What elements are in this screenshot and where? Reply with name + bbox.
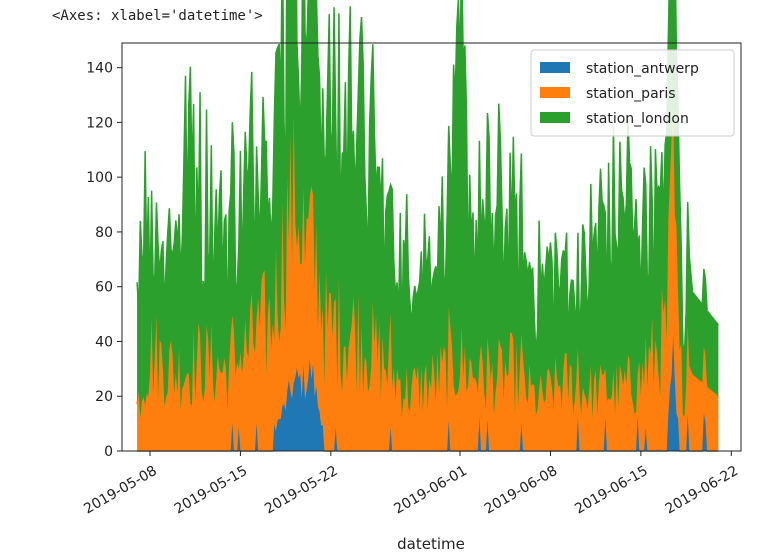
legend-label-station_paris: station_paris [586,86,676,102]
legend-box [530,49,735,137]
legend-swatch-station_paris [540,87,570,98]
y-tick-label: 0 [104,444,113,460]
x-tick-label: 2019-05-22 [262,463,340,518]
x-axis: 2019-05-08 2019-05-15 2019-05-22 2019-06-01… [81,451,741,517]
x-tick-label: 2019-06-15 [572,463,650,518]
legend-label-station_antwerp: station_antwerp [586,61,699,77]
y-tick-label: 120 [86,115,113,131]
y-tick-label: 20 [95,389,113,405]
legend: station_antwerp station_paris station_lond… [530,49,735,137]
legend-swatch-station_antwerp [540,62,570,73]
y-tick-label: 140 [86,61,113,77]
legend-swatch-station_london [540,112,570,123]
axes-frame [121,42,742,452]
area-station_london [137,0,719,419]
y-tick-label: 60 [95,280,113,296]
y-axis: 0 20 40 60 80 100 120 140 [86,61,122,460]
x-tick-label: 2019-06-22 [663,463,741,518]
x-axis-label: datetime [397,535,465,553]
axes-repr-text: <Axes: xlabel='datetime'> [52,8,263,24]
x-tick-label: 2019-05-08 [81,463,159,518]
y-tick-label: 40 [95,334,113,350]
legend-label-station_london: station_london [586,111,689,127]
x-tick-label: 2019-06-01 [391,463,469,518]
x-tick-label: 2019-05-15 [172,463,250,518]
y-tick-label: 100 [86,170,113,186]
area-station_paris [137,102,719,452]
y-tick-label: 80 [95,225,113,241]
x-tick-label: 2019-06-08 [482,463,560,518]
line-station_london [136,0,719,356]
area-station_antwerp [137,335,719,451]
